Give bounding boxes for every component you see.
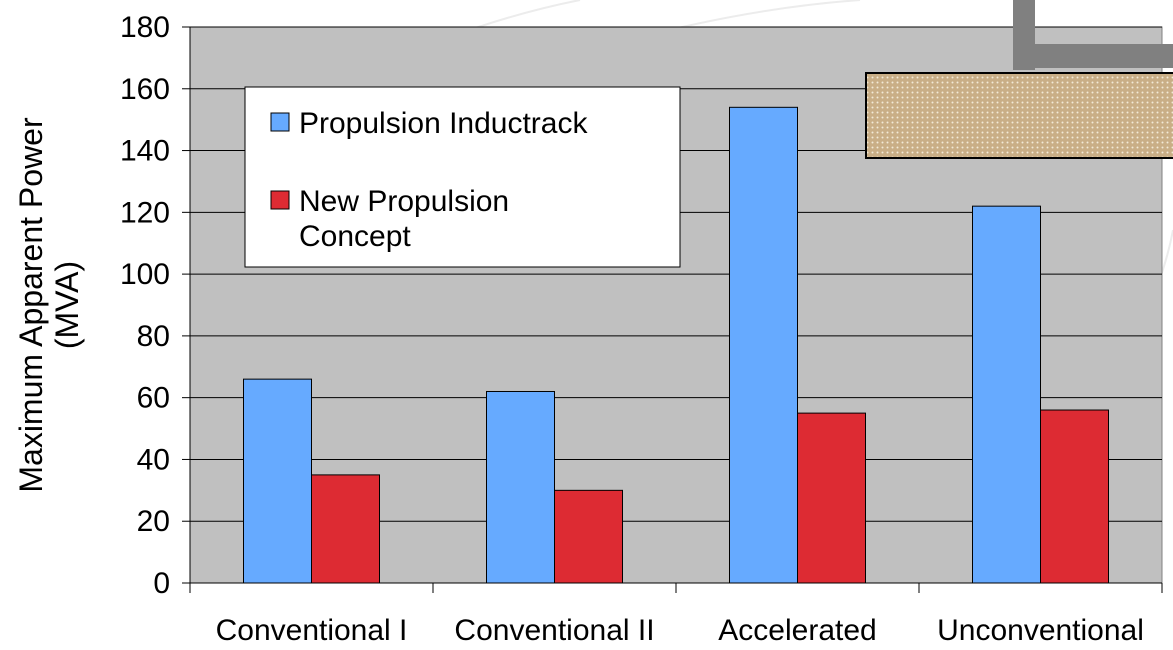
x-category-label: Accelerated	[718, 614, 876, 647]
x-category-label: Conventional I	[216, 614, 408, 647]
graphic-bar-horizontal	[1013, 44, 1173, 68]
y-tick-label: 40	[137, 443, 170, 476]
legend-swatch	[270, 190, 290, 210]
bar-series-2	[1040, 409, 1109, 584]
legend-label: New Propulsion	[299, 185, 509, 218]
bar-series-2	[797, 412, 866, 584]
bar-series-1	[486, 390, 555, 584]
legend-label: Concept	[299, 220, 411, 253]
y-tick-label: 120	[120, 196, 170, 229]
y-tick-label: 60	[137, 382, 170, 415]
bar-series-2	[311, 474, 380, 584]
legend-swatch	[270, 112, 290, 132]
x-category-label: Conventional II	[454, 614, 654, 647]
bar-series-1	[243, 378, 312, 584]
y-tick-label: 180	[120, 11, 170, 44]
y-tick-label: 100	[120, 258, 170, 291]
bar-series-2	[554, 489, 623, 584]
y-tick-label: 140	[120, 135, 170, 168]
y-tick-label: 20	[137, 505, 170, 538]
decorative-graphic	[865, 0, 1173, 159]
graphic-dotted-block	[865, 72, 1173, 159]
y-tick-label: 0	[153, 567, 170, 600]
y-tick-label: 160	[120, 73, 170, 106]
x-category-label: Unconventional	[937, 614, 1144, 647]
y-tick-label: 80	[137, 320, 170, 353]
legend-box	[244, 86, 681, 268]
y-axis-title: Maximum Apparent Power	[13, 117, 49, 493]
bar-series-1	[729, 106, 798, 584]
bar-series-1	[972, 205, 1041, 584]
legend-label: Propulsion Inductrack	[299, 107, 588, 140]
y-axis-title: (MVA)	[49, 261, 85, 349]
